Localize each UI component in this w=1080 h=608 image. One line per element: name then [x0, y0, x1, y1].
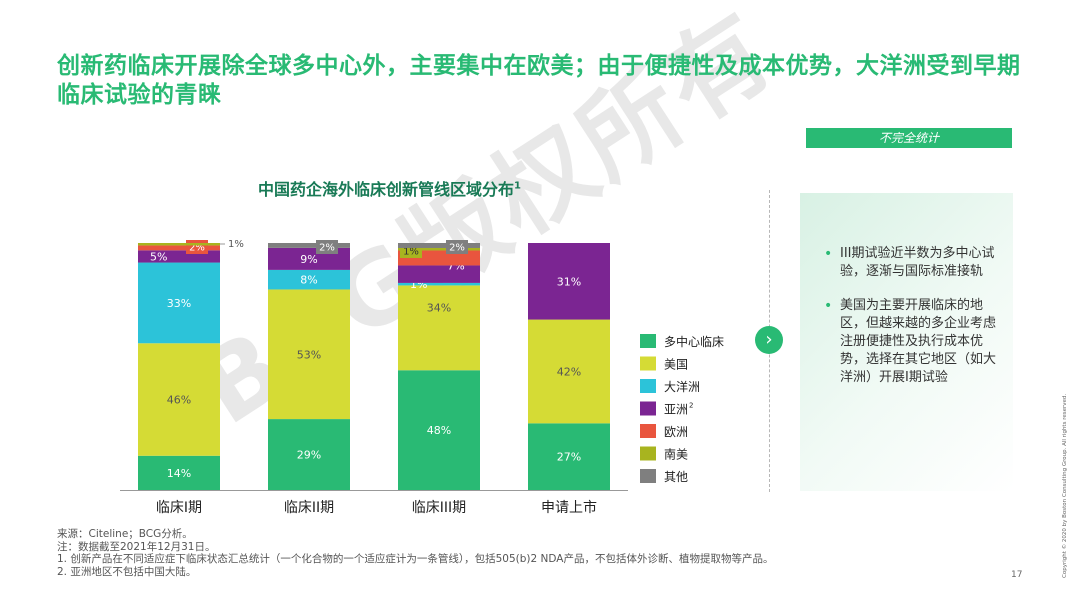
data-label: 14%: [167, 467, 191, 480]
insight-bullet: 美国为主要开展临床的地区，但越来越的多企业考虑注册便捷性及执行成本优势，选择在其…: [824, 297, 1001, 387]
bar-segment: [138, 455, 220, 490]
legend-label: 亚洲: [664, 403, 688, 417]
data-label: 42%: [557, 365, 581, 378]
data-label: 53%: [297, 348, 321, 361]
bar-segment: [268, 243, 350, 248]
legend-swatch: [640, 446, 656, 461]
bar-segment: [398, 370, 480, 490]
category-label: 临床II期: [284, 500, 334, 516]
category-label: 申请上市: [541, 499, 597, 516]
legend-label: 其他: [664, 470, 688, 484]
data-label: 9%: [300, 253, 317, 266]
data-label: 48%: [427, 424, 451, 437]
legend-label: 南美: [664, 447, 688, 462]
copyright-notice: Copyright © 2020 by Boston Consulting Gr…: [1062, 393, 1068, 578]
bar-segment: [528, 423, 610, 490]
category-label: 临床I期: [156, 500, 202, 516]
data-label: 1%: [403, 247, 419, 258]
data-label: 2%: [319, 243, 335, 254]
label-box: [316, 240, 338, 254]
data-label: 34%: [427, 301, 451, 314]
bar-segment: [398, 247, 480, 251]
label-box: [446, 240, 468, 254]
data-label: 27%: [557, 451, 581, 464]
category-label: 临床III期: [412, 500, 466, 516]
data-label: 2%: [189, 243, 205, 254]
page-number: 17: [1011, 570, 1023, 580]
bar-segment: [398, 282, 480, 286]
bar-segment: [138, 343, 220, 456]
chevron-right-icon: ›: [755, 326, 783, 354]
legend-swatch: [640, 401, 656, 416]
data-label: 8%: [300, 274, 317, 287]
legend-superscript: 2: [689, 402, 693, 410]
bar-segment: [138, 245, 220, 251]
bar-segment: [398, 265, 480, 283]
data-label: 5%: [150, 250, 167, 263]
bar-segment: [528, 243, 610, 320]
bar-segment: [138, 243, 220, 246]
data-label: 46%: [167, 394, 191, 407]
footnote-note: 注：数据截至2021年12月31日。: [57, 540, 216, 553]
footnote-2: 2. 亚洲地区不包括中国大陆。: [57, 565, 197, 578]
bar-segment: [138, 262, 220, 344]
bar-segment: [268, 419, 350, 490]
bar-segment: [398, 285, 480, 371]
insights-panel: III期试验近半数为多中心试验，逐渐与国际标准接轨 美国为主要开展临床的地区，但…: [800, 193, 1013, 491]
footnote-source: 来源：Citeline；BCG分析。: [57, 528, 193, 540]
legend-swatch: [640, 356, 656, 371]
stacked-bar-chart: 14%46%33%5%2% 1%临床I期29%53%8%9%2%临床II期48%3…: [120, 239, 724, 516]
data-label: 33%: [167, 297, 191, 310]
footnote-1: 1. 创新产品在不同适应症下临床状态汇总统计（一个化合物的一个适应症计为一条管线…: [57, 553, 774, 565]
legend-label: 美国: [664, 358, 688, 372]
bar-segment: [268, 269, 350, 290]
data-label: 29%: [297, 449, 321, 462]
insight-bullet: III期试验近半数为多中心试验，逐渐与国际标准接轨: [824, 245, 1001, 281]
bar-segment: [528, 319, 610, 424]
page-title: 创新药临床开展除全球多中心外，主要集中在欧美；由于便捷性及成本优势，大洋洲受到早…: [57, 53, 1021, 108]
data-label: 2%: [449, 243, 465, 254]
footnotes: 来源：Citeline；BCG分析。 注：数据截至2021年12月31日。 1.…: [57, 528, 773, 578]
legend-label: 欧洲: [664, 425, 688, 439]
legend-label: 大洋洲: [664, 379, 700, 394]
legend-swatch: [640, 379, 656, 393]
data-label: 1%: [228, 239, 244, 250]
data-label: 31%: [557, 275, 581, 288]
bar-segment: [398, 243, 480, 248]
legend-swatch: [640, 424, 656, 438]
chart-title: 中国药企海外临床创新管线区域分布1: [258, 180, 521, 199]
legend-swatch: [640, 334, 656, 348]
bar-segment: [268, 289, 350, 420]
incomplete-stats-tag: 不完全统计: [806, 128, 1012, 148]
legend-label: 多中心临床: [664, 334, 724, 349]
legend-swatch: [640, 469, 656, 483]
